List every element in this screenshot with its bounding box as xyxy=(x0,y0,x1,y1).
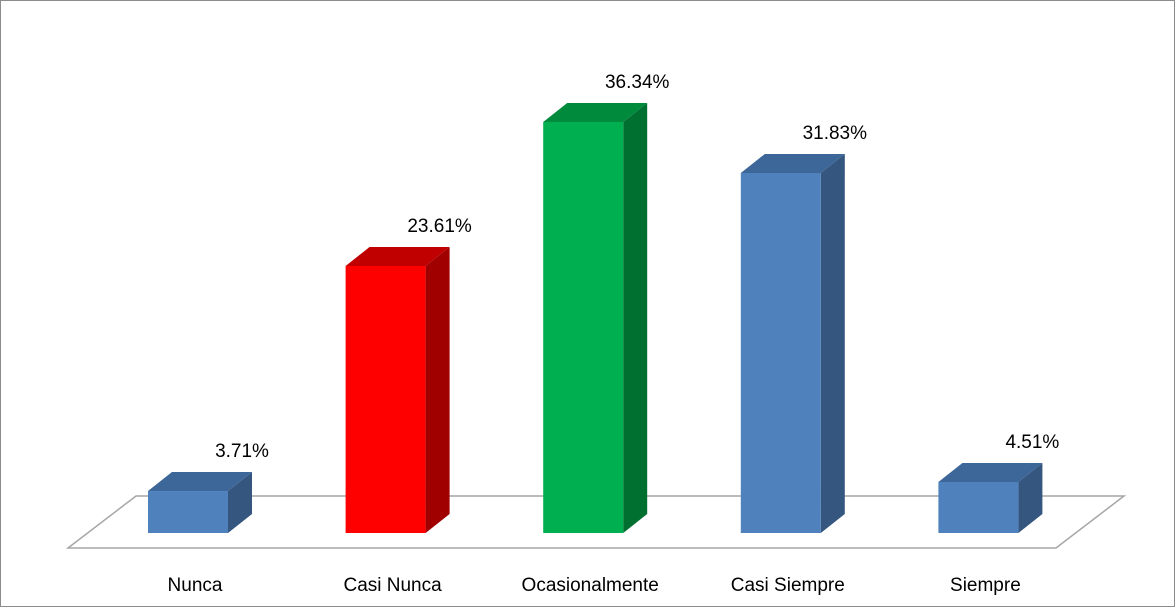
bar-siempre xyxy=(938,462,1043,533)
bar-top-siempre xyxy=(938,462,1043,482)
tick-label-ocasionalmente: Ocasionalmente xyxy=(522,575,659,596)
tick-label-casi-siempre: Casi Siempre xyxy=(731,575,845,596)
bar-casi-siempre xyxy=(740,154,845,534)
bar-top-ocasionalmente xyxy=(543,102,648,122)
tick-label-siempre: Siempre xyxy=(950,575,1021,596)
chart-floor xyxy=(65,495,1127,549)
data-label-ocasionalmente: 36.34% xyxy=(605,72,670,93)
bar-front-nunca xyxy=(148,491,228,533)
tick-labels-layer: Nunca Casi Nunca Ocasionalmente Casi Siempr… xyxy=(168,575,1021,596)
bar-nunca xyxy=(148,472,252,533)
bar-front-casi-nunca xyxy=(345,265,426,533)
tick-label-casi-nunca: Casi Nunca xyxy=(343,575,442,596)
bar-top-casi-nunca xyxy=(345,246,450,266)
bar-casi-nunca xyxy=(345,246,450,534)
bar-top-casi-siempre xyxy=(740,154,845,174)
bar-side-ocasionalmente xyxy=(623,102,648,533)
bars-layer xyxy=(148,102,1043,534)
bar-side-nunca xyxy=(228,472,252,533)
data-label-casi-nunca: 23.61% xyxy=(407,216,472,237)
data-label-siempre: 4.51% xyxy=(1005,432,1059,453)
bar-side-casi-siempre xyxy=(820,154,845,534)
bar-front-casi-siempre xyxy=(740,173,821,534)
bar-ocasionalmente xyxy=(543,102,648,533)
data-label-casi-siempre: 31.83% xyxy=(803,123,868,144)
bar-top-nunca xyxy=(148,472,252,492)
bar-front-siempre xyxy=(938,481,1019,533)
tick-label-nunca: Nunca xyxy=(168,575,223,596)
bar-side-casi-nunca xyxy=(425,246,450,534)
bar-side-siempre xyxy=(1018,462,1043,533)
data-label-nunca: 3.71% xyxy=(215,441,269,462)
bar-front-ocasionalmente xyxy=(543,121,624,533)
value-labels-layer: 3.71% 23.61% 36.34% 31.83% 4.51% xyxy=(215,72,1059,462)
